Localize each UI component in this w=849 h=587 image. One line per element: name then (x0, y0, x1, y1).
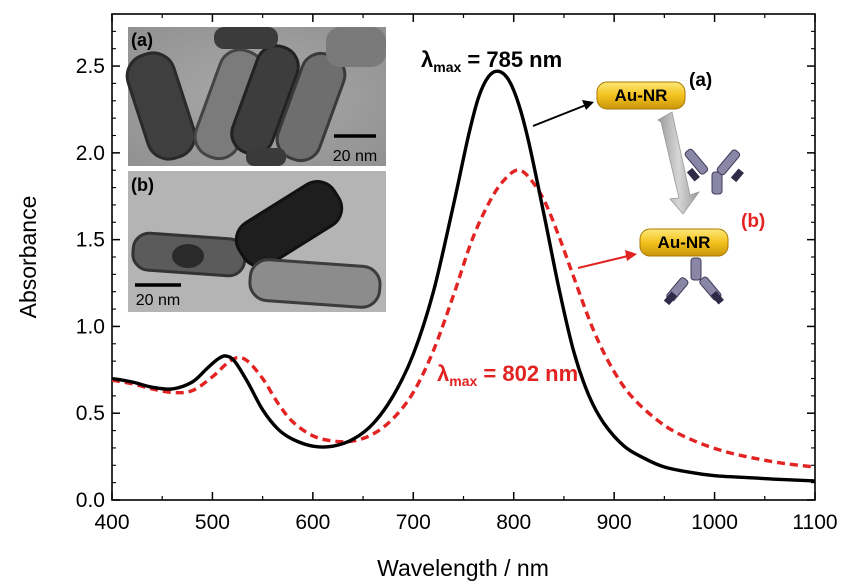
x-tick-label: 500 (195, 511, 230, 534)
tem-image-a: (a) 20 nm (125, 27, 386, 166)
tem-a-scalebar-label: 20 nm (333, 148, 377, 165)
lambda-max-a-annotation: λmax = 785 nm (421, 47, 562, 75)
x-tick-label: 400 (94, 511, 129, 534)
antibody-conjugate-icon (663, 257, 724, 306)
y-tick-label: 1.5 (76, 229, 105, 252)
antibody-icon (684, 148, 744, 195)
x-tick-label: 800 (496, 511, 531, 534)
y-tick-label: 0.5 (76, 402, 105, 425)
rod-b-text: Au-NR (658, 233, 711, 252)
x-axis: 400 500 600 700 800 900 1000 1100 (94, 14, 838, 534)
rod-a-text: Au-NR (615, 86, 668, 105)
y-tick-label: 2.0 (76, 142, 105, 165)
tem-image-b: (b) 20 nm (128, 171, 386, 312)
lambda-max-b-annotation: λmax = 802 nm (437, 361, 578, 389)
series-line-a (111, 69, 816, 483)
y-tick-label: 1.0 (76, 315, 105, 338)
y-axis: 0.0 0.5 1.0 1.5 2.0 2.5 (76, 30, 815, 512)
x-tick-label: 600 (295, 511, 330, 534)
conversion-arrow (657, 111, 701, 215)
x-tick-label: 700 (396, 511, 431, 534)
tem-b-scalebar-label: 20 nm (136, 292, 180, 309)
rod-b-tag: (b) (741, 211, 765, 232)
series-line-b (111, 168, 816, 469)
au-nanorod-b: Au-NR (639, 228, 729, 257)
arrow-to-rod-a (532, 100, 594, 127)
x-tick-label: 1000 (691, 511, 738, 534)
x-axis-title: Wavelength / nm (377, 555, 549, 581)
au-nanorod-a: Au-NR (596, 81, 686, 110)
rod-a-tag: (a) (689, 70, 712, 91)
y-tick-label: 2.5 (76, 55, 105, 78)
y-axis-title: Absorbance (15, 196, 41, 319)
arrow-to-rod-b (577, 250, 637, 269)
x-tick-label: 900 (597, 511, 632, 534)
tem-a-label: (a) (131, 30, 153, 50)
x-tick-label: 1100 (792, 511, 837, 534)
series-layer (111, 69, 816, 483)
y-tick-label: 0.0 (76, 489, 105, 512)
tem-b-label: (b) (131, 175, 154, 195)
